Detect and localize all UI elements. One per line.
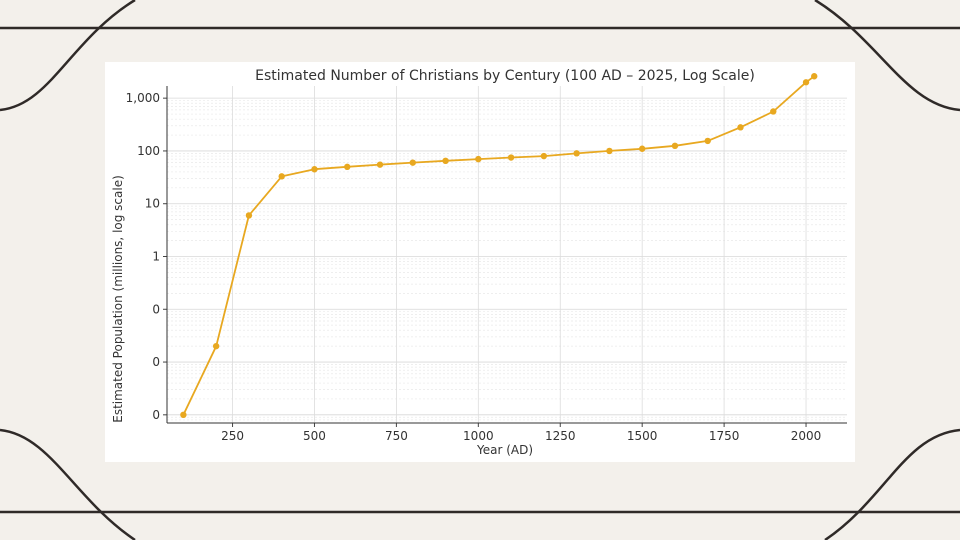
chart-title: Estimated Number of Christians by Centur… xyxy=(255,68,755,84)
x-tick-label: 250 xyxy=(221,429,244,443)
x-tick-label: 2000 xyxy=(791,429,822,443)
data-point xyxy=(606,147,613,155)
data-point xyxy=(811,73,818,80)
x-tick-label: 1750 xyxy=(709,429,740,443)
series xyxy=(180,73,818,419)
y-tick-label: 1,000 xyxy=(126,91,160,105)
x-tick-label: 1500 xyxy=(627,429,658,443)
data-point xyxy=(475,155,482,163)
data-point xyxy=(245,212,253,219)
y-tick-label: 1 xyxy=(152,249,160,263)
grid xyxy=(167,86,847,423)
data-point xyxy=(212,342,220,350)
y-tick-label: 0 xyxy=(152,355,160,369)
data-point xyxy=(311,166,318,173)
x-tick-label: 1250 xyxy=(545,429,576,443)
data-point xyxy=(802,79,810,86)
data-point xyxy=(409,159,416,166)
x-axis-title: Year (AD) xyxy=(476,443,533,457)
y-axis-title: Estimated Population (millions, log scal… xyxy=(111,175,125,423)
data-point xyxy=(376,161,384,168)
data-point xyxy=(540,152,548,160)
data-point xyxy=(442,157,449,165)
data-point xyxy=(344,163,351,171)
chart-card: 0 0 0 1 10 100 1,000 250 500 750 1000 1250 1500 1750 2… xyxy=(105,62,855,462)
tick-labels: 0 0 0 1 10 100 1,000 250 500 750 1000 1250 1500 1750 2… xyxy=(126,91,822,443)
data-point xyxy=(180,411,187,419)
x-tick-label: 500 xyxy=(303,429,326,443)
y-tick-label: 0 xyxy=(152,302,160,316)
data-point xyxy=(737,124,744,131)
top-left-wave xyxy=(0,0,136,112)
top-right-wave xyxy=(814,0,960,112)
data-point xyxy=(770,108,777,115)
data-point xyxy=(573,150,580,157)
y-tick-label: 10 xyxy=(145,197,160,211)
data-point xyxy=(507,154,515,161)
line-chart: 0 0 0 1 10 100 1,000 250 500 750 1000 1250 1500 1750 2… xyxy=(111,68,847,457)
data-point xyxy=(704,137,711,145)
data-point xyxy=(638,145,646,152)
bottom-left-wave xyxy=(0,428,136,540)
y-tick-label: 100 xyxy=(137,144,160,158)
data-point xyxy=(278,173,285,180)
bottom-right-wave xyxy=(824,428,960,540)
x-tick-label: 1000 xyxy=(463,429,494,443)
x-tick-label: 750 xyxy=(385,429,408,443)
data-point xyxy=(671,142,679,150)
series-line xyxy=(182,75,815,416)
axes xyxy=(163,86,847,427)
y-tick-label: 0 xyxy=(152,408,160,422)
